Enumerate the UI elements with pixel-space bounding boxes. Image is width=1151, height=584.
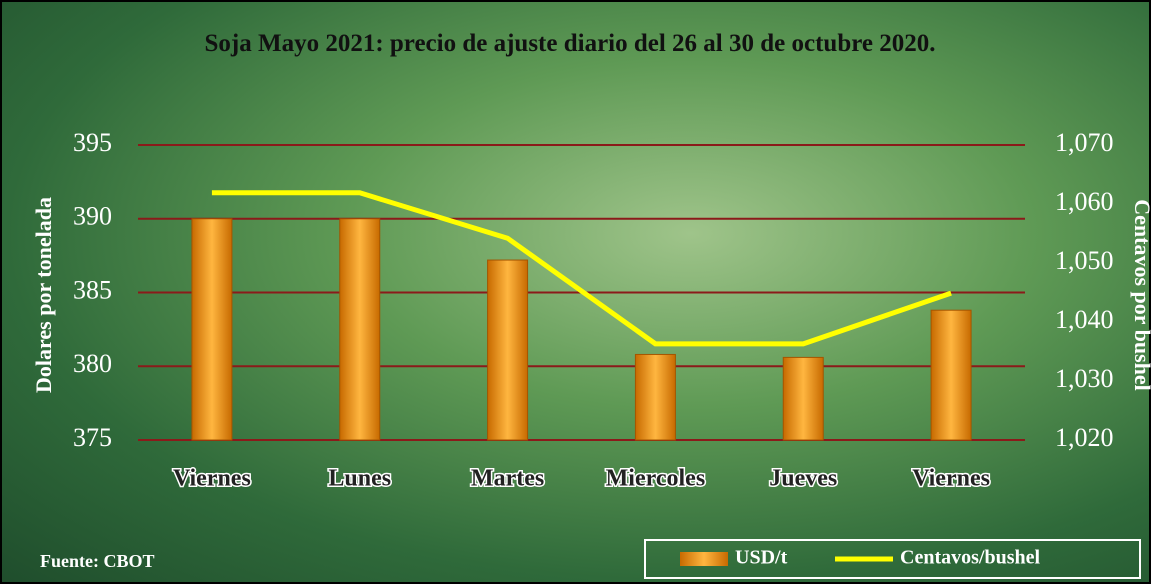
x-tick-label: Viernes [173, 466, 251, 492]
y-tick-label: 385 [73, 275, 112, 304]
x-tick-label: Martes [471, 466, 544, 492]
y2-tick-label: 1,070 [1055, 128, 1114, 157]
y-tick-label: 380 [73, 349, 112, 378]
y-tick-label: 395 [73, 128, 112, 157]
bar [635, 354, 675, 440]
legend-swatch [680, 552, 728, 566]
chart-page: Dolares por tonelada Centavos por bushel… [0, 0, 1151, 584]
x-tick-label: Viernes [912, 466, 990, 492]
legend-label: USD/t [735, 547, 788, 569]
y-axis-label: Dolares por tonelada [31, 197, 56, 393]
y2-tick-label: 1,060 [1055, 187, 1114, 216]
y-tick-label: 390 [73, 202, 112, 231]
y2-axis-label: Centavos por bushel [1130, 199, 1151, 391]
bar [783, 357, 823, 440]
y2-tick-label: 1,050 [1055, 246, 1114, 275]
bar [931, 310, 971, 440]
legend-label: Centavos/bushel [900, 547, 1040, 569]
chart: Dolares por tonelada Centavos por bushel… [0, 0, 1151, 584]
chart-title: Soja Mayo 2021: precio de ajuste diario … [130, 28, 1010, 60]
x-tick-label: Lunes [328, 466, 391, 492]
bar [340, 219, 380, 440]
bar [488, 260, 528, 440]
y2-tick-label: 1,030 [1055, 364, 1114, 393]
source: Fuente: CBOT [40, 551, 155, 571]
y2-tick-label: 1,020 [1055, 423, 1114, 452]
y2-tick-label: 1,040 [1055, 305, 1114, 334]
y-tick-label: 375 [73, 423, 112, 452]
bar [192, 219, 232, 440]
line [212, 193, 951, 344]
x-tick-label: Jueves [769, 466, 837, 492]
x-tick-label: Miercoles [606, 466, 706, 492]
